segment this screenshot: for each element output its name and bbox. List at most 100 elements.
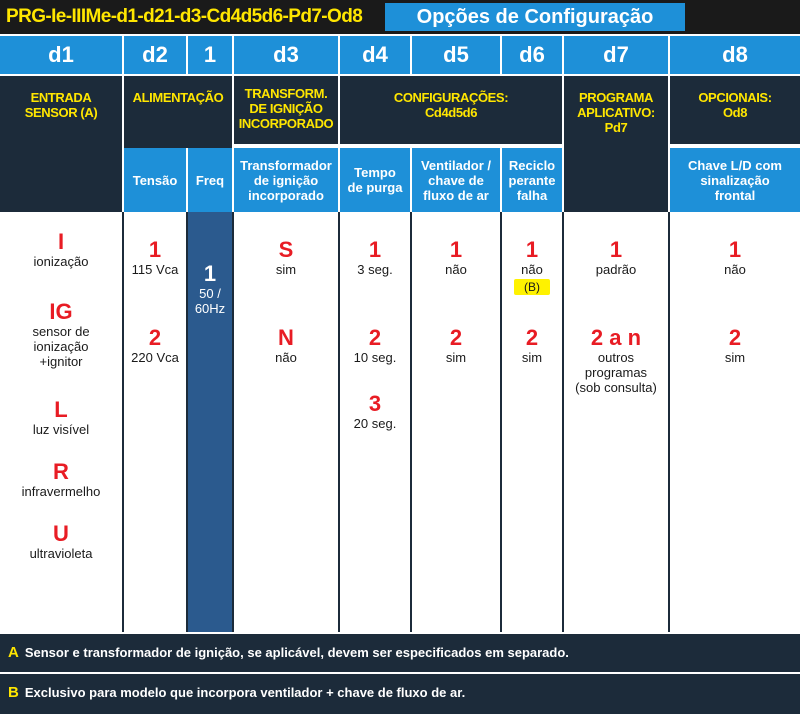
option-label: programas: [584, 365, 648, 380]
option-code: N: [278, 325, 294, 350]
d1-option-ultravioleta: U ultravioleta: [0, 521, 122, 562]
option-code: 1: [368, 237, 382, 262]
subheader-divider: [124, 144, 232, 148]
d6-option-nao: 1 não (B): [502, 238, 562, 295]
footnote-key: A: [8, 644, 19, 661]
group-transform-line-2: DE IGNIÇÃO: [249, 101, 323, 116]
option-label: 50 /: [199, 286, 221, 301]
group-entrada-sensor: ENTRADA SENSOR (A): [0, 76, 122, 212]
column-code-d8: d8: [670, 36, 800, 74]
subheader-chave-line-3: frontal: [714, 187, 756, 203]
option-label: sim: [445, 350, 467, 365]
column-code-d4: d4: [340, 36, 410, 74]
group-config-line-1: CONFIGURAÇÕES:: [393, 90, 509, 105]
group-alimentacao-line: ALIMENTAÇÃO: [132, 90, 224, 105]
option-code: R: [53, 459, 69, 484]
freq-option: 1 50 / 60Hz: [188, 261, 232, 317]
option-code: 1: [449, 237, 463, 262]
option-code: 2 a n: [590, 325, 642, 350]
d3-option-sim: S sim: [234, 237, 338, 278]
column-code-d6: d6: [502, 36, 562, 74]
group-programa-line-2: APLICATIVO:: [577, 105, 655, 120]
d2-option-115: 1 115 Vca: [124, 237, 186, 278]
option-code: U: [53, 521, 69, 546]
column-code-d1: d1: [0, 36, 122, 74]
option-code: 2: [368, 325, 382, 350]
d4-option-3seg: 1 3 seg.: [340, 237, 410, 278]
option-code: 1: [148, 237, 162, 262]
d1-option-infravermelho: R infravermelho: [0, 459, 122, 500]
column-divider: [338, 212, 340, 632]
option-label: sim: [275, 262, 297, 277]
option-code: 1: [203, 261, 217, 286]
group-entrada-line-2: SENSOR (A): [24, 105, 98, 120]
d8-option-sim: 2 sim: [670, 325, 800, 366]
group-programa-line-3: Pd7: [604, 120, 628, 135]
d1-option-luz-visivel: L luz visível: [0, 398, 122, 438]
footnote-text: Sensor e transformador de ignição, se ap…: [24, 645, 569, 660]
option-label: sim: [724, 350, 746, 365]
option-code: 1: [609, 237, 623, 262]
option-label: não: [521, 262, 543, 277]
column-divider: [122, 212, 124, 632]
option-label: 115 Vca: [131, 262, 179, 277]
column-divider: [186, 212, 188, 632]
d5-option-sim: 2 sim: [412, 325, 500, 366]
subheader-tensao: Tensão: [124, 148, 186, 212]
option-label: não: [445, 262, 467, 277]
footnote-a: A Sensor e transformador de ignição, se a…: [0, 634, 800, 672]
footnote-key: B: [8, 684, 19, 701]
group-opcionais: OPCIONAIS: Od8: [670, 76, 800, 144]
d3-option-nao: N não: [234, 325, 338, 366]
group-programa-line-1: PROGRAMA: [578, 90, 654, 105]
column-code-d7: d7: [564, 36, 668, 74]
column-divider: [562, 212, 564, 632]
column-code-d5: d5: [412, 36, 500, 74]
d4-option-10seg: 2 10 seg.: [340, 325, 410, 366]
subheader-ventilador: Ventilador / chave de fluxo de ar: [412, 148, 500, 212]
group-transform-ignicao: TRANSFORM. DE IGNIÇÃO INCORPORADO: [234, 76, 338, 144]
subheader-reciclo-line-2: perante: [508, 172, 556, 188]
option-label: ionização: [33, 339, 89, 354]
option-code: 2: [449, 325, 463, 350]
option-code: 3: [368, 391, 382, 416]
d4-option-20seg: 3 20 seg.: [340, 391, 410, 432]
subheader-chave-ld: Chave L/D com sinalização frontal: [670, 148, 800, 212]
column-code-d2: d2: [124, 36, 186, 74]
column-divider: [410, 212, 412, 632]
option-code: 2: [525, 325, 539, 350]
option-label: não: [724, 262, 746, 277]
d7-option-outros: 2 a n outros programas (sob consulta): [564, 325, 668, 396]
option-label: +ignitor: [39, 354, 83, 369]
group-transform-line-1: TRANSFORM.: [244, 86, 328, 101]
option-label: ultravioleta: [29, 546, 93, 561]
d1-option-ionizacao: I ionização: [0, 230, 122, 270]
option-code: 2: [728, 325, 742, 350]
group-config-line-2: Cd4d5d6: [424, 105, 478, 120]
option-label: 220 Vca: [131, 350, 179, 365]
subheader-ventilador-line-3: fluxo de ar: [423, 187, 489, 203]
option-code: 1: [728, 237, 742, 262]
group-entrada-line-1: ENTRADA: [30, 90, 92, 105]
group-opcionais-line-2: Od8: [722, 105, 748, 120]
d5-option-nao: 1 não: [412, 237, 500, 278]
subheader-chave-line-2: sinalização: [700, 172, 770, 188]
subheader-tempo-purga: Tempo de purga: [340, 148, 410, 212]
note-b-badge: (B): [514, 279, 550, 295]
d7-option-padrao: 1 padrão: [564, 237, 668, 278]
subheader-reciclo-line-3: falha: [516, 187, 548, 203]
subheader-freq: Freq: [188, 148, 232, 212]
footnote-b: B Exclusivo para modelo que incorpora ven…: [0, 674, 800, 714]
group-programa-aplicativo: PROGRAMA APLICATIVO: Pd7: [564, 76, 668, 212]
column-divider: [232, 212, 234, 632]
column-divider: [668, 212, 670, 632]
option-label: padrão: [595, 262, 637, 277]
d2-option-220: 2 220 Vca: [124, 326, 186, 366]
freq-column: [188, 212, 232, 632]
column-code-freq: 1: [188, 36, 232, 74]
subheader-reciclo: Reciclo perante falha: [502, 148, 562, 212]
option-label: 20 seg.: [353, 416, 397, 431]
option-code: S: [278, 237, 294, 262]
footnote-text: Exclusivo para modelo que incorpora vent…: [24, 685, 466, 700]
column-divider: [500, 212, 502, 632]
